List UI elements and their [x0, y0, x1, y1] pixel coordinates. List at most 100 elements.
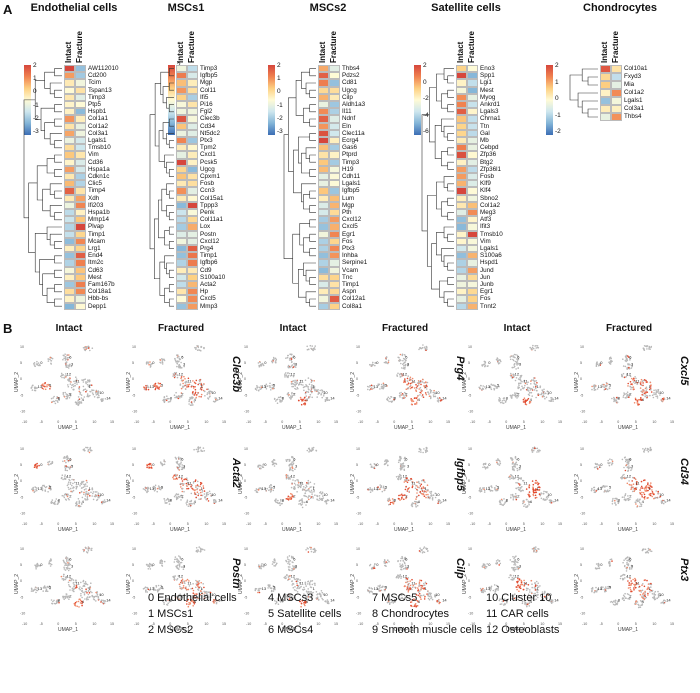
umap-point — [42, 587, 45, 589]
umap-point — [86, 481, 88, 484]
umap-point — [74, 382, 76, 385]
heatmap-cell — [75, 302, 86, 310]
heatmap-cell — [318, 115, 329, 123]
umap-point — [398, 494, 400, 497]
umap-point — [631, 480, 633, 482]
umap-point — [89, 394, 91, 397]
umap-point — [83, 488, 86, 491]
umap-point — [259, 361, 261, 364]
umap-point — [185, 381, 188, 383]
heatmap-cell — [318, 129, 329, 137]
umap-point — [404, 361, 406, 363]
umap-point — [89, 495, 91, 497]
umap-point — [181, 467, 184, 469]
axis-x-tick: 10 — [316, 522, 320, 526]
umap-point — [312, 446, 315, 449]
umap-point — [602, 385, 604, 388]
umap-point — [423, 495, 426, 497]
umap-point — [202, 383, 205, 386]
umap-point — [291, 466, 293, 468]
umap-point — [595, 365, 598, 367]
scale-tick-label: 1 — [33, 75, 37, 83]
umap-point — [51, 357, 54, 360]
cluster-id-label: 11 — [635, 379, 640, 384]
umap-point — [146, 384, 149, 387]
umap-point — [646, 345, 649, 347]
cluster-id-label: 3 — [631, 362, 634, 367]
heatmap-cell — [64, 266, 75, 274]
umap-point — [98, 396, 100, 399]
umap-point — [198, 349, 200, 351]
umap-point — [643, 392, 646, 394]
dendrogram-branch — [305, 291, 316, 303]
cluster-id-label: 12 — [291, 473, 296, 478]
umap-point — [424, 348, 426, 350]
umap-point — [419, 386, 422, 389]
dendrogram-branch — [436, 232, 445, 256]
umap-point — [150, 466, 153, 469]
cluster-id-label: 5 — [385, 382, 388, 387]
umap-point — [97, 596, 100, 598]
umap-point — [76, 383, 78, 385]
umap-point — [416, 501, 418, 504]
umap-point — [63, 598, 65, 601]
umap-point — [591, 488, 593, 490]
axis-x-label: UMAP_1 — [58, 527, 78, 532]
umap-point — [166, 398, 168, 400]
umap-point — [613, 398, 615, 401]
umap-point — [85, 582, 87, 585]
dendrogram-branch — [295, 80, 304, 116]
umap-point — [52, 600, 54, 603]
umap-point — [255, 490, 258, 492]
umap-point — [49, 559, 51, 562]
heatmap-cell — [329, 101, 340, 109]
umap-point — [305, 385, 307, 388]
umap-point — [186, 503, 188, 506]
umap-point — [432, 394, 435, 396]
heatmap-gene-label: Tmsb10 — [88, 144, 111, 152]
axis-x-label: UMAP_1 — [58, 627, 78, 632]
umap-point — [292, 380, 295, 382]
umap-point — [311, 387, 313, 390]
umap-point — [52, 397, 54, 399]
umap-point — [145, 361, 148, 363]
umap-point — [634, 478, 637, 481]
dendrogram-branch — [54, 154, 62, 163]
umap-point — [611, 499, 614, 501]
heatmap-gene-label: Ccn3 — [200, 187, 215, 195]
umap-point — [64, 362, 67, 364]
heatmap-cell — [600, 105, 611, 113]
umap-point — [402, 357, 405, 360]
umap-point — [510, 497, 512, 499]
umap-point — [49, 565, 52, 567]
dendrogram — [569, 68, 598, 118]
axis-x-tick: 0 — [57, 522, 59, 526]
umap-point — [85, 551, 88, 553]
umap-point — [67, 460, 70, 463]
axis-x-label: UMAP_1 — [506, 527, 526, 532]
umap-point — [636, 481, 638, 483]
heatmap-cell — [64, 165, 75, 173]
umap-point — [488, 488, 490, 491]
cluster-id-label: 8 — [618, 396, 621, 401]
umap-point — [197, 584, 199, 586]
dendrogram-branch — [54, 255, 62, 264]
heatmap-cell — [467, 237, 478, 245]
heatmap-cell — [456, 144, 467, 152]
umap-point — [291, 395, 294, 397]
scale-tick-label: -1 — [33, 101, 39, 109]
umap-point — [518, 384, 520, 387]
heatmap-gene-label: Tspan13 — [88, 86, 112, 94]
heatmap-gene-label: Col12a1 — [342, 295, 366, 303]
umap-point — [532, 488, 535, 491]
umap-point — [286, 356, 289, 359]
umap-point — [84, 581, 87, 583]
umap-point — [632, 476, 634, 479]
dendrogram-branch — [309, 205, 316, 213]
umap-point — [310, 378, 312, 381]
heatmap-cell — [187, 230, 198, 238]
umap-point — [632, 381, 635, 383]
heatmap-cell — [75, 230, 86, 238]
heatmap-gene-label: Jund — [480, 266, 494, 274]
umap-point — [310, 389, 312, 391]
